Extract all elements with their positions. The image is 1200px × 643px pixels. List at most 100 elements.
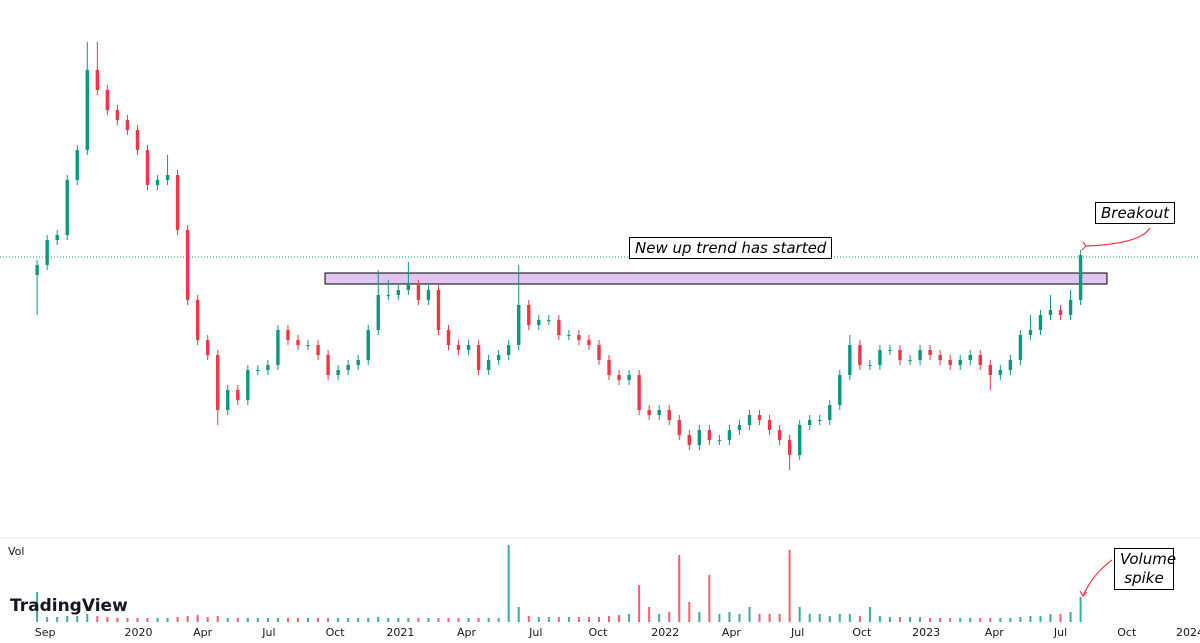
- x-tick-label: Apr: [457, 626, 477, 639]
- candle-body: [828, 405, 832, 420]
- volume-bar: [597, 617, 600, 622]
- candle-body: [205, 340, 210, 355]
- volume-bar: [447, 618, 450, 622]
- candle-body: [657, 410, 661, 415]
- volume-bar: [959, 618, 962, 622]
- volume-bar: [307, 618, 310, 622]
- x-tick-label: 2021: [386, 626, 414, 639]
- volume-bar: [296, 618, 299, 622]
- candle-body: [647, 410, 651, 415]
- candle-body: [677, 420, 681, 435]
- volume-bar: [698, 612, 701, 622]
- x-tick-label: 2020: [124, 626, 152, 639]
- volume-bar: [427, 618, 430, 622]
- volume-bar: [186, 616, 189, 622]
- candle-body: [65, 180, 69, 235]
- volume-bar: [1039, 616, 1042, 622]
- volume-bar: [899, 617, 901, 622]
- volume-bar: [216, 616, 219, 622]
- volume-bar: [939, 618, 942, 622]
- volume-bar: [1019, 617, 1022, 622]
- volume-bar: [266, 618, 269, 622]
- volume-bar: [567, 617, 570, 622]
- candle-body: [717, 440, 722, 441]
- volume-bar: [778, 614, 781, 622]
- volume-bar: [397, 618, 400, 622]
- candle-body: [125, 120, 130, 130]
- volume-bar: [176, 617, 179, 622]
- volume-bar: [517, 607, 520, 622]
- volume-bar: [828, 616, 831, 622]
- candle-body: [1048, 310, 1053, 315]
- volume-bar: [878, 616, 881, 622]
- volume-bar: [788, 550, 791, 622]
- candle-body: [747, 415, 752, 425]
- candle-body: [496, 355, 501, 360]
- breakout-arrowhead: [1081, 241, 1087, 251]
- candle-body: [898, 350, 902, 360]
- volume-bar: [708, 575, 711, 622]
- volume-bar: [206, 617, 209, 622]
- candle-body: [406, 285, 411, 290]
- candle-body: [888, 350, 892, 351]
- volume-bar: [608, 616, 611, 622]
- x-tick-label: Apr: [985, 626, 1005, 639]
- volume-bar: [587, 617, 590, 622]
- candle-body: [466, 345, 471, 350]
- candle-body: [787, 440, 792, 455]
- candle-body: [35, 265, 39, 275]
- candle-body: [617, 375, 621, 380]
- candle-body: [597, 345, 601, 360]
- volume-bar: [256, 618, 259, 622]
- candle-body: [1058, 310, 1063, 315]
- volume-bar: [768, 614, 771, 622]
- x-tick-label: Oct: [326, 626, 346, 639]
- volume-bar: [236, 618, 239, 622]
- volume-bar: [357, 618, 360, 622]
- candle-body: [627, 375, 631, 380]
- candle-body: [326, 355, 330, 375]
- annotation: Breakout: [1095, 202, 1176, 224]
- volume-bar: [628, 614, 631, 622]
- volume-bar: [116, 618, 119, 622]
- candle-body: [95, 70, 100, 90]
- candle-body: [878, 350, 882, 365]
- candle-body: [948, 360, 952, 365]
- candle-body: [607, 360, 611, 375]
- volume-bar: [407, 618, 410, 622]
- candle-body: [85, 70, 89, 150]
- candle-body: [547, 320, 551, 321]
- candle-body: [567, 335, 571, 336]
- candle-body: [928, 350, 932, 355]
- candle-body: [687, 435, 691, 445]
- candle-body: [55, 235, 59, 240]
- candle-body: [336, 370, 340, 375]
- candle-body: [145, 150, 150, 185]
- candle-body: [115, 110, 120, 120]
- candle-body: [356, 360, 360, 365]
- candle-body: [216, 355, 220, 410]
- volume-bar: [136, 618, 139, 622]
- x-tick-label: Apr: [722, 626, 742, 639]
- volume-bar: [658, 614, 661, 622]
- candle-body: [346, 365, 350, 370]
- candle-body: [306, 345, 310, 346]
- candle-body: [968, 355, 972, 360]
- volume-bar: [347, 618, 350, 622]
- volume-bar: [477, 618, 480, 622]
- candle-body: [707, 430, 712, 440]
- volume-bar: [377, 617, 380, 622]
- volume-bar: [638, 585, 641, 622]
- x-tick-label: Apr: [193, 626, 213, 639]
- volume-bar: [66, 616, 69, 622]
- volume-bar: [196, 615, 199, 622]
- candle-body: [978, 355, 982, 365]
- candle-body: [908, 360, 912, 361]
- candle-body: [316, 345, 320, 355]
- candle-body: [1008, 360, 1013, 370]
- volume-bar: [949, 618, 952, 622]
- candle-body: [807, 420, 812, 425]
- volume-bar: [668, 612, 671, 622]
- volume-bar: [557, 617, 560, 622]
